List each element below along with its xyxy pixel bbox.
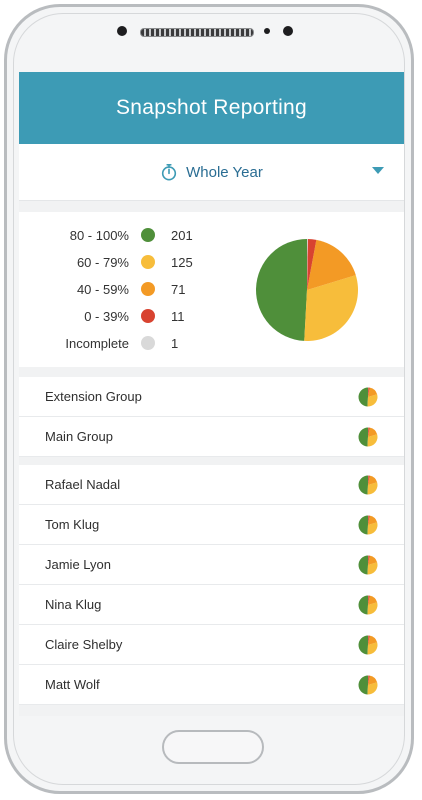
home-button[interactable] [162,730,264,764]
mini-pie-chart [358,427,378,446]
pie-slice [358,555,368,574]
legend-range: Incomplete [65,336,129,351]
pie-slice [358,635,368,654]
legend-color-dot [141,309,155,323]
legend-color-dot [141,228,155,242]
legend-range: 80 - 100% [69,228,129,243]
person-name: Claire Shelby [45,637,123,652]
pie-slice [307,239,317,290]
proximity-sensor-icon [264,28,270,34]
group-list: Extension Group Main Group [19,377,404,457]
list-item-person[interactable]: Claire Shelby [19,625,404,665]
pie-slice [368,675,370,685]
list-item-person[interactable]: Jamie Lyon [19,545,404,585]
mini-pie-chart [358,675,378,694]
legend-range: 0 - 39% [84,309,129,324]
pie-slice [368,635,378,645]
pie-slice [368,595,370,605]
pie-slice [358,515,368,534]
pie-slice [307,239,356,290]
pie-slice [368,475,370,485]
pie-slice [358,475,368,494]
chevron-down-icon[interactable] [372,167,384,174]
pie-slice [367,433,378,446]
pie-slice [358,595,368,614]
list-item-person[interactable]: Matt Wolf [19,665,404,705]
group-name: Main Group [45,429,113,444]
mini-pie-chart [358,555,378,574]
pie-slice [368,387,370,397]
legend-item: 40 - 59% 71 [19,280,219,300]
period-label: Whole Year [186,163,263,181]
pie-slice [256,239,307,341]
pie-slice [367,601,378,614]
pie-slice [368,387,378,397]
pie-slice [368,427,370,437]
legend-count: 71 [171,282,186,297]
list-item-group[interactable]: Main Group [19,417,404,457]
app-header: Snapshot Reporting [19,72,404,144]
group-name: Extension Group [45,389,142,404]
legend-color-dot [141,282,155,296]
person-name: Nina Klug [45,597,102,612]
front-camera-icon [117,26,127,36]
legend-item: Incomplete 1 [19,334,219,354]
legend-count: 1 [171,336,179,351]
earpiece-speaker [140,28,254,37]
person-name: Tom Klug [45,517,100,532]
legend-item: 0 - 39% 11 [19,307,219,327]
pie-slice [358,427,368,446]
list-item-person[interactable]: Nina Klug [19,585,404,625]
legend-item: 60 - 79% 125 [19,253,219,273]
pie-slice [367,641,378,654]
legend-item: 80 - 100% 201 [19,226,219,246]
period-selector[interactable]: Whole Year [19,144,404,201]
mini-pie-chart [358,387,378,406]
summary-card: 80 - 100% 201 60 - 79% 125 40 - 59% 71 0 - 39%… [19,212,404,367]
person-name: Rafael Nadal [45,477,121,492]
person-name: Jamie Lyon [45,557,111,572]
pie-slice [368,595,378,605]
legend-count: 125 [171,255,193,270]
list-item-person[interactable]: Tom Klug [19,505,404,545]
legend-range: 40 - 59% [76,282,129,297]
pie-slice [368,427,378,437]
legend-count: 201 [171,228,193,243]
pie-slice [367,481,378,494]
legend-color-dot [141,255,155,269]
legend-range: 60 - 79% [76,255,129,270]
mini-pie-chart [358,635,378,654]
pie-slice [368,475,378,485]
pie-slice [358,675,368,694]
legend-color-dot [141,336,155,350]
mini-pie-chart [358,515,378,534]
pie-slice [368,515,378,525]
mini-pie-chart [358,595,378,614]
person-name: Matt Wolf [45,677,100,692]
people-list: Rafael Nadal Tom Klug Jamie Lyon Nina Kl… [19,465,404,705]
pie-slice [368,555,378,565]
pie-slice [368,515,370,525]
list-item-group[interactable]: Extension Group [19,377,404,417]
light-sensor-icon [283,26,293,36]
summary-pie-chart [256,239,358,341]
pie-slice [367,393,378,406]
pie-slice [367,561,378,574]
list-item-person[interactable]: Rafael Nadal [19,465,404,505]
legend-count: 11 [171,309,185,324]
pie-slice [367,521,378,534]
pie-slice [368,675,378,685]
mini-pie-chart [358,475,378,494]
pie-slice [368,635,370,645]
pie-slice [304,275,358,341]
pie-slice [358,387,368,406]
phone-bezel [13,13,405,785]
pie-slice [368,555,370,565]
stopwatch-icon [162,163,177,181]
pie-slice [367,681,378,694]
page-title: Snapshot Reporting [115,96,308,119]
pie-slice [307,239,308,290]
app-screen: Snapshot Reporting Whole Year 80 - 100% 2… [19,72,404,716]
